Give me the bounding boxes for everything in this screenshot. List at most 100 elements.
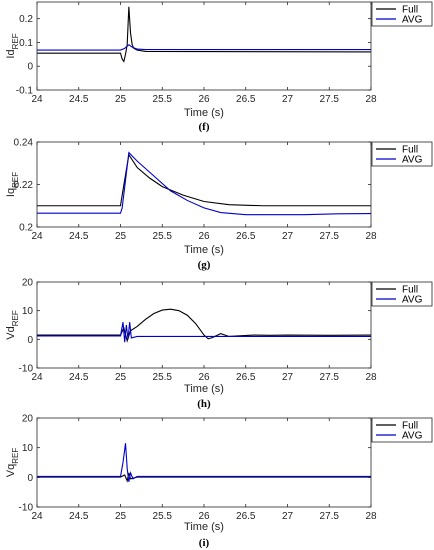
x-tick-label: 25.5 — [153, 94, 173, 105]
x-tick-label: 27 — [282, 511, 294, 522]
plot-area — [37, 2, 371, 90]
legend-label-avg: AVG — [402, 155, 423, 166]
y-tick-label: -10 — [19, 364, 34, 375]
x-tick-label: 27.5 — [320, 94, 340, 105]
y-axis-label: VdREF — [5, 310, 20, 340]
y-axis-label-main: Vd — [5, 326, 17, 339]
y-axis-label-main: Iq — [5, 188, 17, 197]
x-tick-label: 26 — [198, 372, 210, 383]
y-tick-label: 20 — [22, 278, 34, 289]
panel-label: (g) — [198, 259, 211, 271]
legend-box — [371, 141, 433, 167]
y-tick-label: 0.24 — [14, 138, 34, 149]
x-tick-label: 24.5 — [69, 372, 89, 383]
x-tick-label: 25.5 — [153, 231, 173, 242]
chart-panel-4: 24 24.5 25 25.5 26 26.5 27 27.5 28 -10 0 10 20 FullAV… — [5, 414, 433, 549]
x-axis-label: Time (s) — [184, 244, 224, 256]
legend-label-full: Full — [402, 5, 418, 16]
x-tick-label: 25 — [115, 231, 127, 242]
panel-label: (h) — [197, 398, 211, 410]
x-tick-label: 24 — [31, 231, 43, 242]
series-line-avg — [37, 44, 371, 51]
plot-area — [37, 282, 371, 368]
x-tick-label: 27.5 — [320, 231, 340, 242]
x-tick-label: 28 — [365, 94, 377, 105]
y-tick-label: 0 — [27, 62, 33, 73]
y-tick-label: 0.2 — [19, 14, 33, 25]
panel-label: (i) — [199, 537, 210, 549]
legend-label-full: Full — [402, 421, 418, 432]
y-axis-label-subscript: REF — [11, 172, 20, 188]
x-tick-label: 26.5 — [236, 372, 256, 383]
panel-label: (f) — [199, 121, 210, 133]
series-line-avg — [37, 443, 371, 482]
x-axis-label: Time (s) — [184, 521, 224, 533]
legend-label-avg: AVG — [402, 295, 423, 306]
axes-frame — [36, 281, 372, 369]
chart-panel-1: 24 24.5 25 25.5 26 26.5 27 27.5 28 -0.1 0 0.1 0.2 Ful… — [5, 1, 433, 133]
x-tick-label: 26 — [198, 231, 210, 242]
x-tick-label: 25 — [115, 94, 127, 105]
x-tick-label: 25 — [115, 511, 127, 522]
chart-panel-2: 24 24.5 25 25.5 26 26.5 27 27.5 28 0.2 0.22 0.24 Ful… — [5, 138, 433, 271]
legend-label-avg: AVG — [402, 431, 423, 442]
y-tick-label: 0.22 — [14, 180, 34, 191]
x-tick-label: 26.5 — [236, 511, 256, 522]
y-tick-label: 0.1 — [19, 38, 33, 49]
legend-label-full: Full — [402, 285, 418, 296]
y-axis-label-subscript: REF — [11, 310, 20, 326]
x-tick-label: 24.5 — [69, 511, 89, 522]
x-tick-label: 27 — [282, 94, 294, 105]
x-tick-label: 24 — [31, 511, 43, 522]
y-tick-label: 0.2 — [19, 223, 33, 234]
x-tick-label: 24 — [31, 94, 43, 105]
y-tick-label: 20 — [22, 414, 34, 425]
legend-box — [371, 281, 433, 307]
legend-box — [371, 417, 433, 443]
x-tick-label: 28 — [365, 231, 377, 242]
x-tick-label: 25.5 — [153, 372, 173, 383]
x-tick-label: 27.5 — [320, 372, 340, 383]
y-axis-label: VqREF — [5, 448, 20, 478]
series-line-avg — [37, 151, 371, 216]
x-tick-label: 27 — [282, 372, 294, 383]
x-tick-label: 27.5 — [320, 511, 340, 522]
y-tick-label: -10 — [19, 503, 34, 514]
legend-box — [371, 1, 433, 27]
series-line-full — [37, 6, 371, 63]
plot-area — [37, 418, 371, 507]
x-tick-label: 26 — [198, 511, 210, 522]
y-axis-label: IqREF — [5, 172, 20, 197]
y-axis-label-main: Vq — [5, 464, 17, 477]
x-tick-label: 26.5 — [236, 94, 256, 105]
x-axis-label: Time (s) — [184, 383, 224, 395]
axes-frame — [36, 1, 372, 91]
x-tick-label: 27 — [282, 231, 294, 242]
x-tick-label: 25 — [115, 372, 127, 383]
x-tick-label: 28 — [365, 511, 377, 522]
x-tick-label: 28 — [365, 372, 377, 383]
series-line-avg — [37, 322, 371, 343]
y-tick-label: 0 — [27, 335, 33, 346]
y-tick-label: 0 — [27, 473, 33, 484]
series-line-full — [37, 153, 371, 207]
x-axis-label: Time (s) — [184, 107, 224, 119]
chart-panel-3: 24 24.5 25 25.5 26 26.5 27 27.5 28 -10 0 10 20 FullAV… — [5, 278, 433, 410]
y-axis-label-subscript: REF — [11, 448, 20, 464]
y-tick-label: 10 — [22, 306, 34, 317]
y-axis-label-subscript: REF — [11, 33, 20, 49]
x-tick-label: 24.5 — [69, 231, 89, 242]
y-tick-label: -0.1 — [16, 86, 34, 97]
legend-label-full: Full — [402, 145, 418, 156]
y-axis-label-main: Id — [5, 49, 17, 58]
x-tick-label: 24 — [31, 372, 43, 383]
series-line-full — [37, 308, 371, 343]
y-axis-label: IdREF — [5, 33, 20, 58]
legend-label-avg: AVG — [402, 15, 423, 26]
y-tick-label: 10 — [22, 443, 34, 454]
axes-frame — [36, 141, 372, 228]
x-tick-label: 26 — [198, 94, 210, 105]
axes-frame — [36, 417, 372, 508]
x-tick-label: 25.5 — [153, 511, 173, 522]
